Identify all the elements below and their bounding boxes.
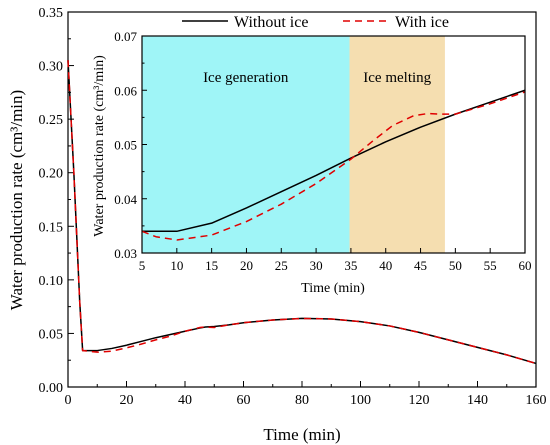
inset-regions: Ice generation Ice melting: [142, 36, 445, 253]
inset-x-tick-label: 5: [139, 258, 146, 273]
main-y-tick-label: 0.30: [39, 60, 64, 75]
main-y-tick-label: 0.00: [39, 381, 64, 396]
main-series: [67, 60, 537, 365]
inset-x-tick-label: 35: [344, 258, 357, 273]
legend-label-without-ice: Without ice: [234, 14, 308, 31]
inset-x-axis-title: Time (min): [301, 281, 365, 296]
inset-series: [141, 89, 526, 241]
main-x-tick-label: 160: [526, 393, 547, 408]
main-x-tick-label: 60: [237, 393, 251, 408]
inset-y-tick-label: 0.03: [114, 246, 137, 261]
inset-plot: Ice generation Ice melting 0.030.040.050.…: [92, 29, 532, 296]
main-plot: 0.00 0.05 0.10 0.15 0.20 0.25 0.30 0.35 0 20 40 60…: [7, 6, 547, 444]
inset-y-axis: 0.03 0.04 0.05 0.06 0.07: [114, 29, 147, 261]
inset-x-tick-label: 60: [519, 258, 532, 273]
main-y-tick-label: 0.35: [39, 6, 64, 21]
main-y-axis-title: Water production rate (cm³/min): [7, 90, 26, 310]
main-x-tick-label: 40: [178, 393, 192, 408]
inset-x-axis: 5 10 15 20 25 30 35 40 45 50 55 60: [139, 248, 532, 273]
inset-region-label-ice-melting: Ice melting: [363, 70, 431, 86]
inset-region-ice-generation: [142, 36, 350, 253]
inset-y-axis-title: Water production rate (cm³/min): [92, 55, 107, 237]
main-x-axis: 0 20 40 60 80 100 120 140 160: [65, 381, 547, 408]
main-x-tick-label: 140: [467, 393, 488, 408]
inset-region-ice-melting: [349, 36, 445, 253]
inset-x-tick-label: 15: [205, 258, 218, 273]
main-x-tick-label: 0: [65, 393, 72, 408]
main-y-tick-label: 0.15: [39, 220, 64, 235]
inset-x-tick-label: 55: [484, 258, 497, 273]
main-x-tick-label: 100: [350, 393, 371, 408]
inset-x-tick-label: 20: [240, 258, 253, 273]
legend: Without ice With ice: [182, 14, 449, 31]
legend-label-with-ice: With ice: [395, 14, 449, 31]
inset-x-tick-label: 50: [449, 258, 462, 273]
main-x-tick-label: 80: [295, 393, 309, 408]
main-y-tick-label: 0.05: [39, 327, 64, 342]
main-x-axis-title: Time (min): [263, 425, 340, 444]
inset-region-label-ice-generation: Ice generation: [203, 70, 289, 86]
inset-y-tick-label: 0.04: [114, 192, 137, 207]
inset-y-tick-label: 0.07: [114, 29, 137, 44]
main-y-tick-label: 0.10: [39, 274, 64, 289]
main-x-tick-label: 120: [409, 393, 430, 408]
inset-y-tick-label: 0.05: [114, 138, 137, 153]
inset-y-tick-label: 0.06: [114, 83, 137, 98]
inset-x-tick-label: 45: [414, 258, 427, 273]
main-y-tick-label: 0.25: [39, 113, 64, 128]
inset-x-tick-label: 10: [170, 258, 183, 273]
inset-x-tick-label: 40: [379, 258, 392, 273]
inset-x-tick-label: 30: [310, 258, 323, 273]
main-y-tick-label: 0.20: [39, 167, 64, 182]
inset-series-with-ice: [141, 91, 526, 241]
main-series-with-ice: [67, 60, 537, 365]
main-x-tick-label: 20: [120, 393, 134, 408]
inset-x-tick-label: 25: [275, 258, 288, 273]
